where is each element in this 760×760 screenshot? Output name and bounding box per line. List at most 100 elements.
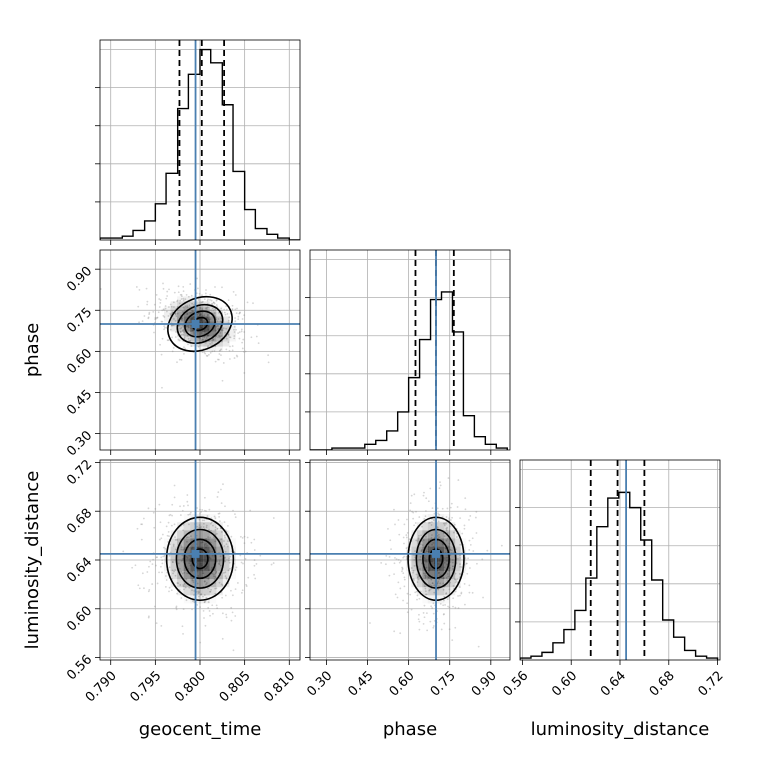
panel-geocent-time-vs-phase-sample bbox=[213, 350, 216, 353]
panel-phase-vs-luminosity-distance-sample bbox=[467, 557, 469, 560]
panel-geocent-time-vs-luminosity-distance-sample bbox=[191, 600, 194, 602]
panel-geocent-time-vs-luminosity-distance-sample bbox=[197, 595, 200, 598]
panel-phase-vs-luminosity-distance-sample bbox=[402, 556, 405, 559]
panel-phase-vs-luminosity-distance-density-cell bbox=[455, 554, 461, 563]
panel-geocent-time-vs-luminosity-distance-sample bbox=[198, 591, 201, 594]
panel-geocent-time-vs-luminosity-distance-sample bbox=[228, 561, 231, 564]
panel-geocent-time-vs-phase-sample bbox=[177, 338, 180, 341]
panel-geocent-time-vs-luminosity-distance-sample bbox=[192, 579, 195, 582]
panel-geocent-time-vs-phase-sample bbox=[231, 349, 234, 352]
panel-phase-vs-luminosity-distance-sample bbox=[426, 578, 429, 581]
panel-geocent-time-vs-luminosity-distance-density-cell bbox=[203, 546, 210, 555]
panel-geocent-time-vs-phase-sample bbox=[244, 350, 247, 353]
panel-geocent-time-vs-phase-sample bbox=[171, 336, 174, 339]
panel-geocent-time-vs-luminosity-distance-sample bbox=[217, 491, 220, 494]
panel-phase-vs-luminosity-distance-sample bbox=[438, 585, 440, 588]
panel-geocent-time-vs-luminosity-distance-sample bbox=[216, 527, 219, 530]
panel-geocent-time-vs-phase-sample bbox=[165, 326, 168, 329]
panel-geocent-time-vs-luminosity-distance-sample bbox=[225, 577, 228, 580]
panel-geocent-time-vs-phase-sample bbox=[205, 354, 208, 357]
panel-geocent-time-vs-luminosity-distance-sample bbox=[181, 554, 184, 557]
panel-geocent-time-vs-phase-sample bbox=[158, 306, 161, 308]
panel-geocent-time-vs-phase-sample bbox=[207, 345, 210, 347]
panel-geocent-time-vs-luminosity-distance-sample bbox=[250, 541, 253, 544]
panel-geocent-time-vs-phase-sample bbox=[164, 307, 167, 310]
panel-geocent-time-vs-luminosity-distance-sample bbox=[173, 484, 176, 487]
panel-phase-vs-luminosity-distance-sample bbox=[414, 554, 416, 557]
panel-geocent-time-vs-phase-sample bbox=[183, 352, 185, 355]
panel-geocent-time-vs-luminosity-distance-sample bbox=[233, 550, 236, 553]
panel-geocent-time-vs-phase-density-cell bbox=[177, 301, 184, 307]
panel-geocent-time-vs-luminosity-distance-density-cell bbox=[177, 554, 184, 563]
panel-geocent-time-vs-phase-sample bbox=[160, 353, 163, 356]
panel-geocent-time-vs-phase-sample bbox=[189, 283, 192, 285]
panel-geocent-time-vs-phase-density-cell bbox=[170, 326, 178, 332]
panel-geocent-time-vs-phase-sample bbox=[212, 338, 215, 341]
panel-geocent-time-vs-phase-sample bbox=[255, 335, 258, 338]
panel-phase-vs-luminosity-distance-sample bbox=[412, 578, 415, 580]
panel-geocent-time-vs-phase-sample bbox=[211, 307, 214, 310]
panel-phase-vs-luminosity-distance-density-cell bbox=[411, 570, 417, 580]
panel-phase-vs-luminosity-distance-sample bbox=[448, 628, 451, 631]
panel-geocent-time-vs-luminosity-distance-sample bbox=[217, 512, 220, 515]
panel-geocent-time-vs-phase-sample bbox=[228, 349, 231, 352]
panel-phase-vs-luminosity-distance-sample bbox=[422, 612, 425, 614]
panel-phase-vs-luminosity-distance-sample bbox=[397, 558, 400, 561]
panel-geocent-time-vs-phase-sample bbox=[221, 329, 224, 332]
panel-phase-vs-luminosity-distance-sample bbox=[416, 576, 419, 579]
panel-phase-vs-luminosity-distance-sample bbox=[433, 519, 436, 522]
panel-geocent-time-vs-phase-sample bbox=[233, 337, 236, 340]
panel-geocent-time-vs-luminosity-distance-density-cell bbox=[209, 546, 217, 555]
panel-phase-vs-luminosity-distance-sample bbox=[417, 618, 420, 621]
panel-geocent-time-vs-luminosity-distance-sample bbox=[161, 533, 164, 536]
panel-geocent-time-vs-phase-sample bbox=[267, 354, 270, 357]
panel-phase-vs-luminosity-distance-sample bbox=[426, 629, 429, 632]
hist-phase-frame bbox=[309, 249, 511, 451]
panel-geocent-time-vs-luminosity-distance-sample bbox=[182, 584, 185, 586]
panel-geocent-time-vs-luminosity-distance-sample bbox=[189, 535, 192, 538]
panel-geocent-time-vs-phase-sample bbox=[174, 312, 177, 315]
panel-geocent-time-vs-luminosity-distance-sample bbox=[171, 503, 174, 506]
panel-phase-vs-luminosity-distance-sample bbox=[413, 559, 416, 561]
panel-geocent-time-vs-phase-sample bbox=[217, 336, 219, 339]
panel-phase-vs-luminosity-distance-sample bbox=[464, 497, 467, 500]
panel-geocent-time-vs-phase-sample bbox=[172, 346, 175, 349]
panel-phase-vs-luminosity-distance-density-cell bbox=[455, 562, 461, 571]
panel-phase-vs-luminosity-distance-sample bbox=[385, 554, 388, 557]
panel-geocent-time-vs-phase-density-cell bbox=[190, 331, 197, 337]
panel-geocent-time-vs-luminosity-distance-sample bbox=[193, 590, 196, 592]
panel-phase-vs-luminosity-distance-sample bbox=[416, 581, 419, 584]
panel-geocent-time-vs-luminosity-distance-sample bbox=[234, 588, 237, 590]
panel-phase-vs-luminosity-distance-density-cell bbox=[416, 546, 423, 555]
panel-geocent-time-vs-luminosity-distance-contour-0 bbox=[191, 548, 209, 570]
panel-phase-vs-luminosity-distance-sample bbox=[455, 536, 458, 538]
panel-geocent-time-vs-luminosity-distance-sample bbox=[181, 557, 184, 560]
panel-geocent-time-vs-luminosity-distance-sample bbox=[213, 515, 216, 518]
panel-phase-vs-luminosity-distance-sample bbox=[405, 555, 408, 558]
panel-geocent-time-vs-phase-sample bbox=[180, 295, 183, 298]
panel-phase-vs-luminosity-distance-sample bbox=[475, 532, 478, 534]
panel-geocent-time-vs-luminosity-distance-sample bbox=[215, 571, 218, 573]
panel-geocent-time-vs-luminosity-distance-sample bbox=[154, 508, 157, 510]
panel-geocent-time-vs-phase-sample bbox=[145, 287, 148, 290]
panel-geocent-time-vs-phase-sample bbox=[221, 286, 223, 289]
panel-geocent-time-vs-luminosity-distance-sample bbox=[168, 535, 170, 538]
panel-geocent-time-vs-luminosity-distance-sample bbox=[209, 590, 211, 593]
panel-geocent-time-vs-phase-sample bbox=[148, 313, 151, 315]
panel-geocent-time-vs-phase-sample bbox=[241, 347, 244, 350]
panel-geocent-time-vs-phase-sample bbox=[161, 386, 163, 389]
panel-geocent-time-vs-luminosity-distance-sample bbox=[201, 509, 204, 511]
panel-phase-vs-luminosity-distance-sample bbox=[423, 491, 425, 494]
panel-geocent-time-vs-luminosity-distance-sample bbox=[241, 589, 244, 592]
panel-geocent-time-vs-luminosity-distance-density-cell bbox=[209, 570, 217, 580]
panel-geocent-time-vs-phase-sample bbox=[205, 336, 208, 339]
panel-phase-vs-luminosity-distance-density-cell bbox=[427, 546, 434, 555]
panel-geocent-time-vs-luminosity-distance-density-cell bbox=[196, 554, 204, 563]
panel-geocent-time-vs-luminosity-distance-sample bbox=[165, 579, 168, 581]
panel-geocent-time-vs-luminosity-distance-sample bbox=[172, 572, 174, 575]
panel-phase-vs-luminosity-distance-sample bbox=[406, 611, 409, 614]
panel-phase-vs-luminosity-distance-sample bbox=[405, 557, 408, 560]
panel-geocent-time-vs-luminosity-distance-sample bbox=[164, 547, 167, 550]
panel-geocent-time-vs-luminosity-distance-sample bbox=[202, 609, 205, 612]
panel-geocent-time-vs-phase-sample bbox=[238, 331, 241, 334]
